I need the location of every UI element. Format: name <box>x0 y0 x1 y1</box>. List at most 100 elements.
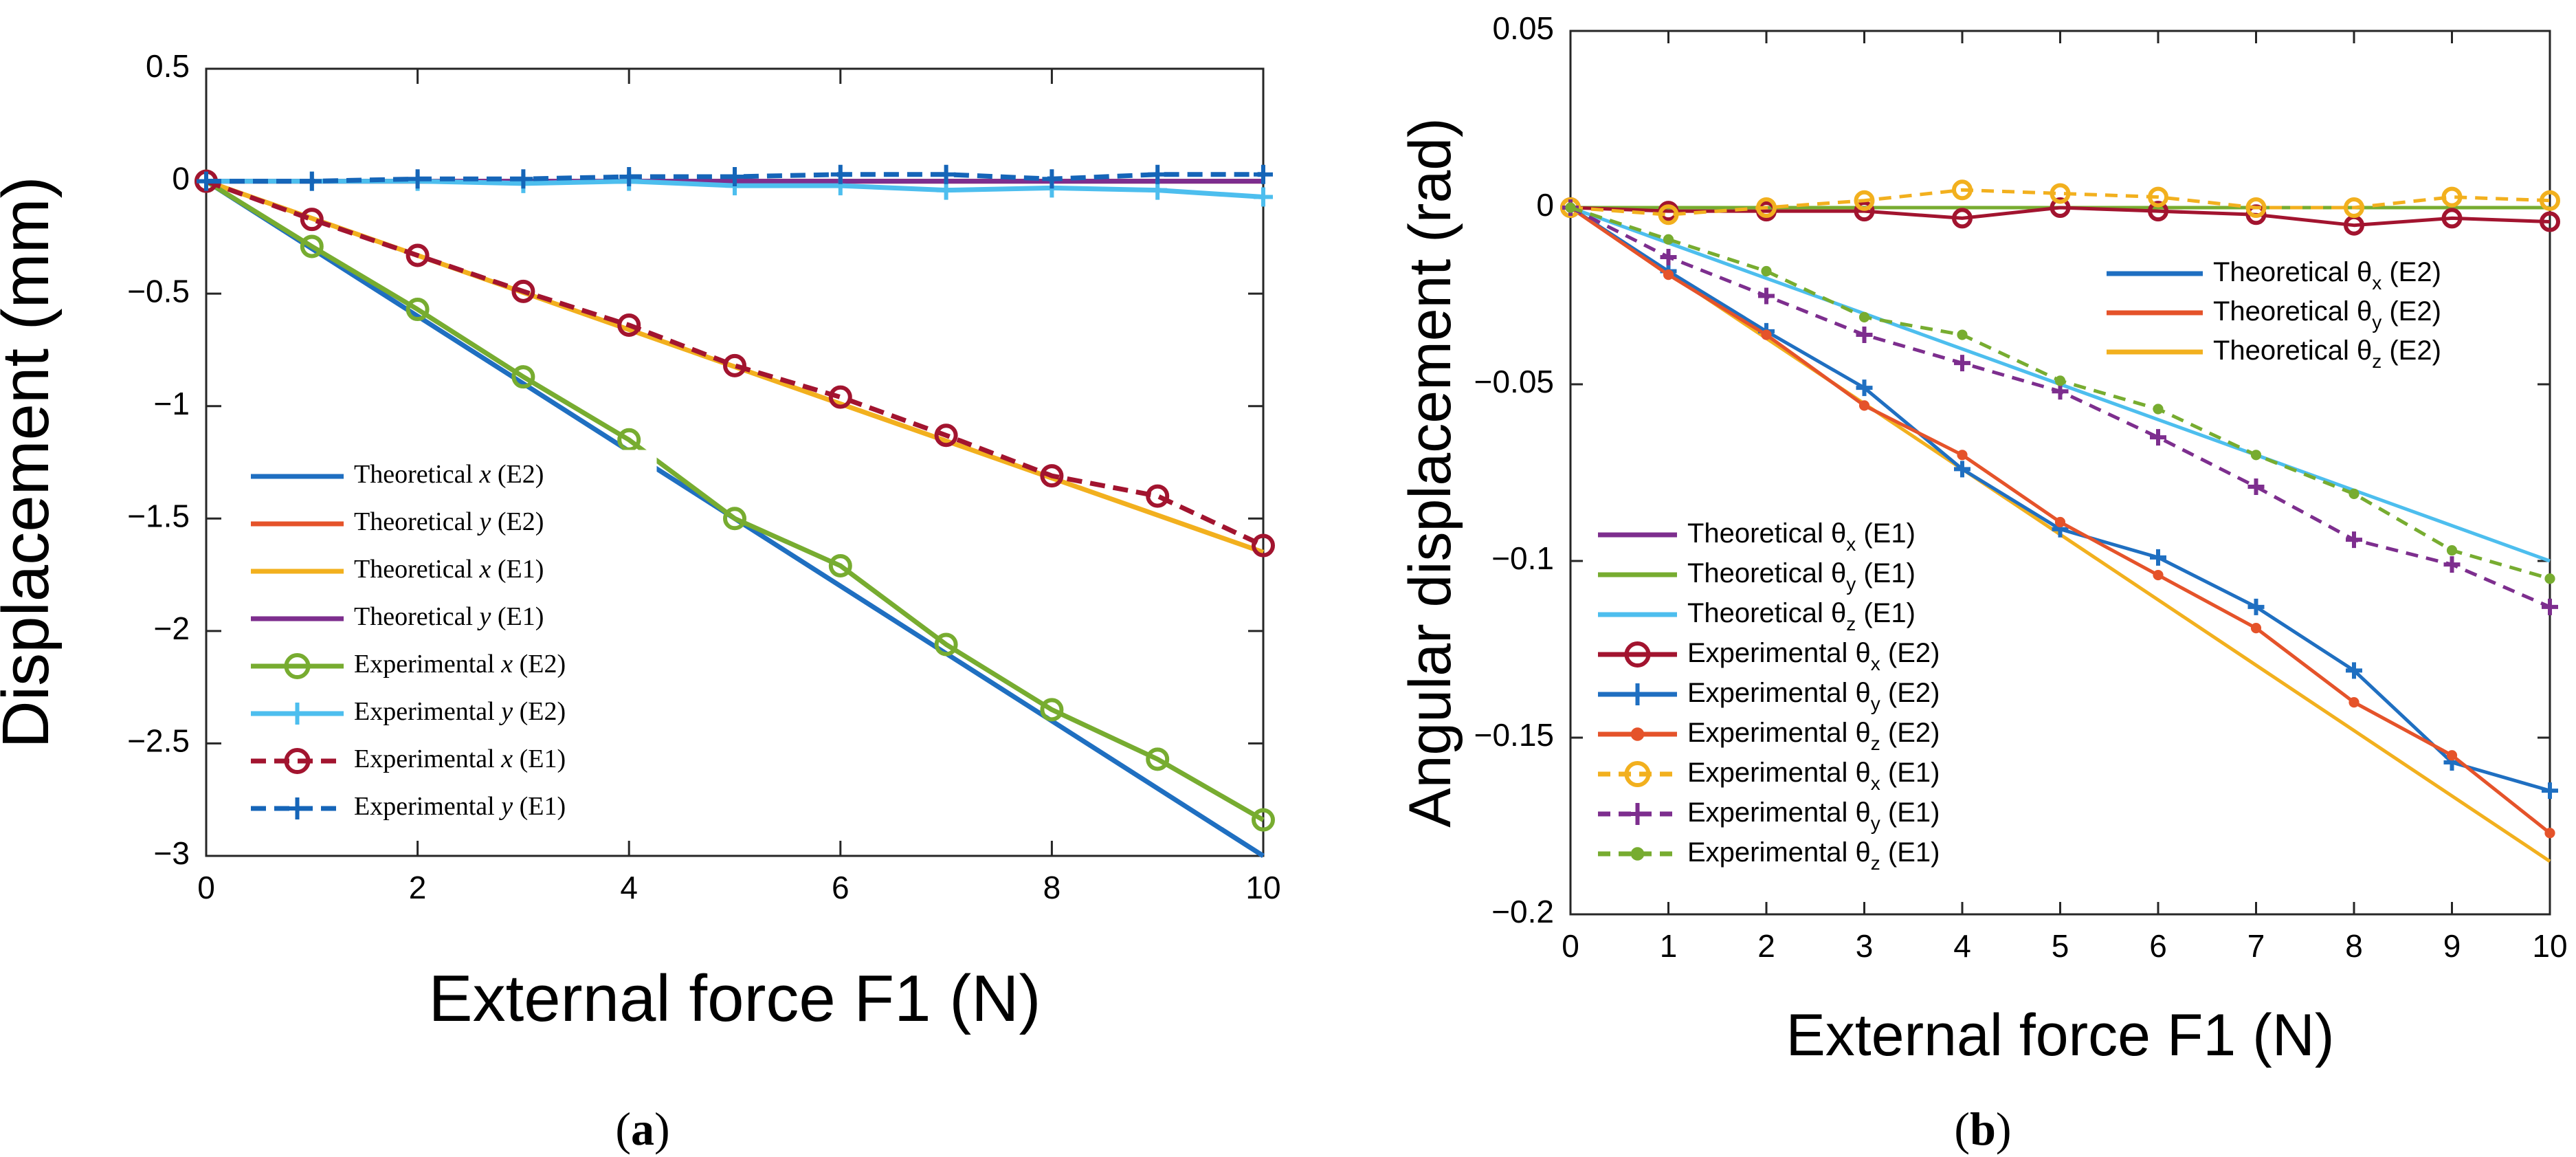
legend-marker <box>1626 683 1649 705</box>
legend-marker <box>1630 727 1645 741</box>
series-line <box>205 179 1265 555</box>
legend-label-tag: (E1) <box>513 792 566 821</box>
legend-label-text: Theoretical θ <box>1687 558 1846 588</box>
data-point <box>2148 186 2168 208</box>
data-point <box>1756 197 1777 218</box>
plot-area <box>205 67 1265 857</box>
legend-label: Experimental θz (E1) <box>1687 837 1940 874</box>
legend-label: Theoretical θx (E2) <box>2213 257 2441 294</box>
data-point <box>1856 327 1873 344</box>
legend-label-tag: (E2) <box>2381 296 2441 327</box>
legend-label-tag: (E2) <box>513 697 566 726</box>
data-point <box>828 385 852 409</box>
legend-label-var: y <box>477 507 491 536</box>
legend-entry: Theoretical x (E2) <box>251 460 544 489</box>
x-tick-label: 3 <box>1856 928 1874 964</box>
legend-entry: Experimental x (E2) <box>251 650 566 679</box>
legend-label-text: Experimental <box>354 650 501 679</box>
legend-entry: Experimental y (E2) <box>251 697 566 726</box>
x-tick-label: 8 <box>1043 870 1061 905</box>
data-point <box>1660 248 1677 265</box>
data-point <box>2150 549 2166 566</box>
data-point <box>1663 234 1674 245</box>
legend-label: Experimental θz (E2) <box>1687 718 1940 754</box>
data-point <box>2250 450 2262 461</box>
y-tick-label: 0 <box>1536 187 1554 223</box>
data-point <box>408 169 428 189</box>
data-point <box>828 553 852 577</box>
x-tick-label: 2 <box>1757 928 1775 964</box>
legend-entry: Experimental θz (E2) <box>1598 718 1940 754</box>
legend-label-var: y <box>498 792 513 821</box>
legend-label: Experimental y (E2) <box>354 697 566 726</box>
legend-label-text: Experimental θ <box>1687 758 1871 788</box>
data-point <box>1758 287 1775 305</box>
data-point <box>2349 488 2360 499</box>
data-point <box>197 171 216 191</box>
data-point <box>2054 516 2066 528</box>
data-point <box>1146 484 1170 508</box>
legend-label-var: x <box>479 460 491 489</box>
legend-label-text: Theoretical θ <box>2213 296 2372 327</box>
legend-label: Experimental θy (E1) <box>1687 797 1940 834</box>
legend-label-text: Theoretical θ <box>2213 257 2372 287</box>
data-point <box>2247 598 2265 615</box>
data-point <box>830 164 850 184</box>
data-point <box>302 171 322 191</box>
legend-label-tag: (E1) <box>491 602 544 631</box>
x-tick-label: 8 <box>2345 928 2363 964</box>
data-point <box>1952 208 1973 229</box>
data-point <box>2054 375 2066 386</box>
series-line <box>1560 179 2560 225</box>
series-polyline <box>205 179 1265 822</box>
legend: Theoretical x (E2) Theoretical y (E2) Theo… <box>240 450 657 821</box>
legend-label-tag: (E2) <box>491 507 544 536</box>
data-point <box>2153 569 2164 581</box>
legend-label-tag: (E2) <box>1880 678 1940 708</box>
legend-label-var: x <box>500 745 513 773</box>
legend-entry: Experimental θx (E1) <box>1598 758 1940 794</box>
data-point <box>511 279 535 303</box>
series-polyline <box>1570 206 2551 228</box>
x-tick-label: 6 <box>2149 928 2167 964</box>
x-tick-label: 0 <box>197 870 215 905</box>
legend-label-text: Experimental θ <box>1687 638 1871 668</box>
legend-label: Theoretical x (E2) <box>354 460 544 489</box>
x-tick-label: 5 <box>2052 928 2069 964</box>
legend-label: Theoretical y (E2) <box>354 507 544 536</box>
legend-label-sub: y <box>1846 573 1856 595</box>
legend: Theoretical θx (E1)Theoretical θy (E1)Th… <box>1587 508 2008 891</box>
data-point <box>1954 461 1970 478</box>
legend-label: Theoretical θz (E2) <box>2213 335 2441 372</box>
legend-marker <box>1624 641 1651 668</box>
data-point <box>1040 698 1064 722</box>
legend-entry: Experimental x (E1) <box>251 745 566 774</box>
data-point <box>1858 400 1870 411</box>
data-point <box>1254 187 1273 207</box>
panel-caption-paren: ( <box>1954 1103 1970 1155</box>
data-point <box>936 164 956 184</box>
y-tick-label: −1.5 <box>127 498 190 533</box>
legend-label: Experimental θx (E1) <box>1687 758 1940 794</box>
legend-label-text: Experimental θ <box>1687 718 1871 748</box>
data-point <box>1040 464 1064 488</box>
data-point <box>300 234 324 258</box>
y-tick-label: −0.05 <box>1474 364 1554 399</box>
legend-label-tag: (E1) <box>1880 797 1940 828</box>
y-tick-label: −0.2 <box>1491 894 1554 929</box>
y-axis-label: Displacement (mm) <box>0 176 63 748</box>
data-point <box>1858 311 1870 322</box>
y-tick-label: −2 <box>154 610 190 646</box>
data-point <box>2540 211 2560 232</box>
data-point <box>2050 183 2071 204</box>
legend-label-text: Experimental θ <box>1687 678 1871 708</box>
legend-label-var: x <box>479 555 491 584</box>
legend-label-tag: (E2) <box>2381 257 2441 287</box>
legend: Theoretical θx (E2)Theoretical θy (E2)Th… <box>2096 247 2537 382</box>
legend-label: Theoretical x (E1) <box>354 555 544 584</box>
data-point <box>2247 478 2265 496</box>
data-point <box>723 353 746 377</box>
legend-label-sub: z <box>1871 852 1880 874</box>
legend-entry: Experimental θx (E2) <box>1598 638 1940 674</box>
legend-marker <box>284 653 311 679</box>
